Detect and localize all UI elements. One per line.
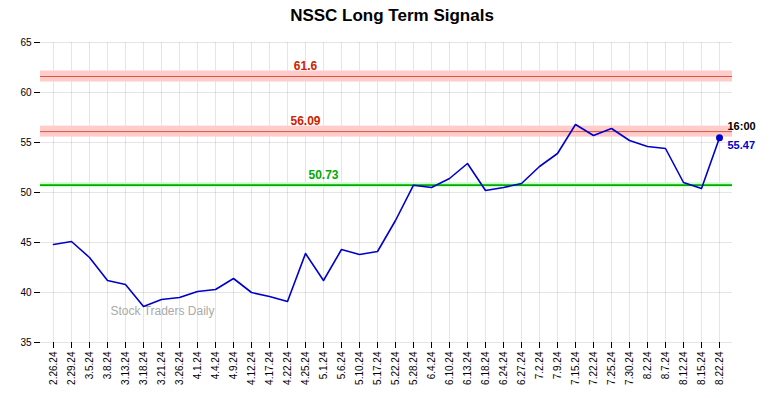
svg-text:35: 35 — [20, 337, 32, 348]
svg-text:55.47: 55.47 — [728, 139, 756, 151]
svg-text:3.13.24: 3.13.24 — [120, 351, 131, 385]
svg-text:2.26.24: 2.26.24 — [48, 351, 59, 385]
svg-text:5.1.24: 5.1.24 — [318, 351, 329, 379]
svg-text:3.18.24: 3.18.24 — [138, 351, 149, 385]
svg-text:3.8.24: 3.8.24 — [102, 351, 113, 379]
svg-text:5.22.24: 5.22.24 — [390, 351, 401, 385]
svg-text:3.21.24: 3.21.24 — [156, 351, 167, 385]
svg-text:7.2.24: 7.2.24 — [534, 351, 545, 379]
svg-text:60: 60 — [20, 87, 32, 98]
svg-text:7.22.24: 7.22.24 — [588, 351, 599, 385]
svg-text:56.09: 56.09 — [290, 114, 320, 128]
svg-text:45: 45 — [20, 237, 32, 248]
svg-text:4.1.24: 4.1.24 — [192, 351, 203, 379]
svg-text:8.22.24: 8.22.24 — [714, 351, 725, 385]
svg-text:6.27.24: 6.27.24 — [516, 351, 527, 385]
svg-text:7.9.24: 7.9.24 — [552, 351, 563, 379]
svg-text:3.5.24: 3.5.24 — [84, 351, 95, 379]
svg-text:16:00: 16:00 — [728, 120, 756, 132]
svg-text:4.4.24: 4.4.24 — [210, 351, 221, 379]
svg-text:6.24.24: 6.24.24 — [498, 351, 509, 385]
svg-text:5.17.24: 5.17.24 — [372, 351, 383, 385]
svg-text:6.13.24: 6.13.24 — [462, 351, 473, 385]
svg-text:61.6: 61.6 — [294, 59, 318, 73]
svg-text:50.73: 50.73 — [308, 168, 338, 182]
svg-text:55: 55 — [20, 137, 32, 148]
svg-text:2.29.24: 2.29.24 — [66, 351, 77, 385]
svg-text:4.12.24: 4.12.24 — [246, 351, 257, 385]
svg-text:5.10.24: 5.10.24 — [354, 351, 365, 385]
svg-text:4.25.24: 4.25.24 — [300, 351, 311, 385]
svg-text:4.17.24: 4.17.24 — [264, 351, 275, 385]
svg-text:7.30.24: 7.30.24 — [624, 351, 635, 385]
svg-text:7.25.24: 7.25.24 — [606, 351, 617, 385]
svg-text:8.2.24: 8.2.24 — [642, 351, 653, 379]
svg-text:6.4.24: 6.4.24 — [426, 351, 437, 379]
svg-text:8.12.24: 8.12.24 — [678, 351, 689, 385]
svg-text:8.7.24: 8.7.24 — [660, 351, 671, 379]
svg-text:7.15.24: 7.15.24 — [570, 351, 581, 385]
svg-text:50: 50 — [20, 187, 32, 198]
svg-text:4.9.24: 4.9.24 — [228, 351, 239, 379]
svg-text:65: 65 — [20, 37, 32, 48]
svg-text:3.26.24: 3.26.24 — [174, 351, 185, 385]
svg-text:8.15.24: 8.15.24 — [696, 351, 707, 385]
svg-text:5.28.24: 5.28.24 — [408, 351, 419, 385]
svg-text:6.18.24: 6.18.24 — [480, 351, 491, 385]
svg-text:5.6.24: 5.6.24 — [336, 351, 347, 379]
svg-text:Stock Traders Daily: Stock Traders Daily — [111, 304, 215, 318]
html-text:NSSC Long Term Signals: NSSC Long Term Signals — [290, 6, 494, 25]
svg-text:4.22.24: 4.22.24 — [282, 351, 293, 385]
svg-text:6.10.24: 6.10.24 — [444, 351, 455, 385]
svg-text:40: 40 — [20, 287, 32, 298]
